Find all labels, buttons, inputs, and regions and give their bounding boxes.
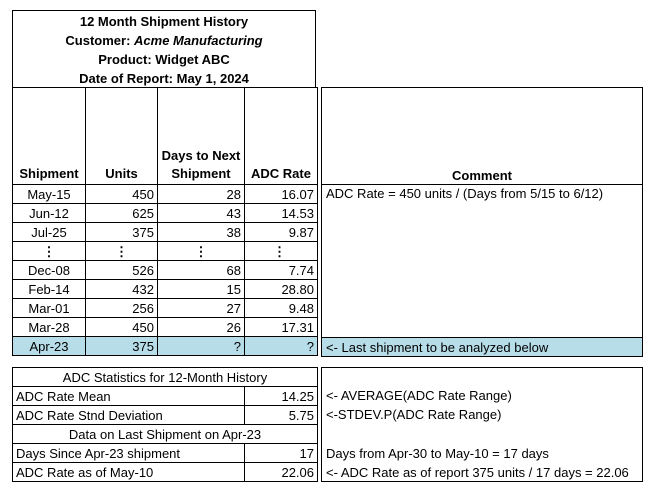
cell-shipment: Mar-28 — [12, 317, 86, 337]
cell-shipment: Apr-23 — [12, 336, 86, 356]
table-row: Jun-12 625 43 14.53 — [12, 203, 318, 223]
stats-row-rate-asof: ADC Rate as of May-10 22.06 — [12, 462, 319, 482]
cell-days: 15 — [157, 279, 245, 299]
report-header: 12 Month Shipment History Customer: Acme… — [12, 10, 316, 88]
cell-units: ⋮ — [85, 241, 158, 261]
cell-shipment: Jun-12 — [12, 203, 86, 223]
stats-row-days-since: Days Since Apr-23 shipment 17 — [12, 443, 319, 463]
days-since-value: 17 — [243, 443, 319, 463]
cell-shipment: Dec-08 — [12, 260, 86, 280]
table-header-row: Shipment Units Days to Next Shipment ADC … — [12, 87, 318, 185]
cell-days: 68 — [157, 260, 245, 280]
col-header-units: Units — [85, 87, 158, 185]
cell-units: 256 — [85, 298, 158, 318]
col-header-shipment: Shipment — [12, 87, 86, 185]
last-shipment-title: Data on Last Shipment on Apr-23 — [11, 424, 319, 444]
cell-adc: 9.48 — [244, 298, 318, 318]
stats-std-label: ADC Rate Stnd Deviation — [12, 405, 245, 425]
rate-asof-comment: <- ADC Rate as of report 375 units / 17 … — [326, 465, 629, 480]
table-row: May-15 450 28 16.07 — [12, 184, 318, 204]
product-line: Product: Widget ABC — [98, 52, 230, 67]
mean-comment: <- AVERAGE(ADC Rate Range) — [326, 388, 512, 403]
stats-comment-panel: <- AVERAGE(ADC Rate Range) <-STDEV.P(ADC… — [321, 367, 643, 482]
cell-days: ⋮ — [157, 241, 245, 261]
stats-mean-label: ADC Rate Mean — [12, 386, 245, 406]
cell-shipment: May-15 — [12, 184, 86, 204]
cell-units: 526 — [85, 260, 158, 280]
comment-first-row: ADC Rate = 450 units / (Days from 5/15 t… — [326, 186, 604, 201]
customer-line: Customer: Acme Manufacturing — [13, 31, 315, 50]
stats-title: ADC Statistics for 12-Month History — [11, 367, 319, 387]
cell-days: 26 — [157, 317, 245, 337]
cell-units: 375 — [85, 336, 158, 356]
cell-adc: 14.53 — [244, 203, 318, 223]
cell-shipment: ⋮ — [12, 241, 86, 261]
cell-units: 625 — [85, 203, 158, 223]
table-row: Feb-14 432 15 28.80 — [12, 279, 318, 299]
cell-shipment: Mar-01 — [12, 298, 86, 318]
cell-units: 450 — [85, 317, 158, 337]
rate-asof-label: ADC Rate as of May-10 — [12, 462, 245, 482]
comment-header: Comment — [452, 168, 512, 183]
table-row: Mar-28 450 26 17.31 — [12, 317, 318, 337]
std-comment: <-STDEV.P(ADC Rate Range) — [326, 407, 502, 422]
comment-panel: Comment ADC Rate = 450 units / (Days fro… — [321, 87, 643, 357]
cell-units: 375 — [85, 222, 158, 242]
cell-days: 38 — [157, 222, 245, 242]
cell-adc: 28.80 — [244, 279, 318, 299]
cell-adc: 7.74 — [244, 260, 318, 280]
cell-shipment: Jul-25 — [12, 222, 86, 242]
customer-label: Customer: — [65, 33, 135, 48]
report-date: Date of Report: May 1, 2024 — [79, 71, 249, 86]
cell-adc: ? — [244, 336, 318, 356]
comment-last-shipment: <- Last shipment to be analyzed below — [322, 337, 642, 356]
customer-name: Acme Manufacturing — [134, 33, 263, 48]
cell-days: 28 — [157, 184, 245, 204]
cell-adc: 17.31 — [244, 317, 318, 337]
cell-units: 450 — [85, 184, 158, 204]
table-row: Mar-01 256 27 9.48 — [12, 298, 318, 318]
stats-table: ADC Statistics for 12-Month History ADC … — [11, 367, 319, 482]
stats-std-value: 5.75 — [243, 405, 319, 425]
cell-units: 432 — [85, 279, 158, 299]
cell-adc: 16.07 — [244, 184, 318, 204]
stats-row-std: ADC Rate Stnd Deviation 5.75 — [12, 405, 319, 425]
table-row-last-shipment: Apr-23 375 ? ? — [12, 336, 318, 356]
rate-asof-value: 22.06 — [243, 462, 319, 482]
cell-shipment: Feb-14 — [12, 279, 86, 299]
table-row-ellipsis: ⋮ ⋮ ⋮ ⋮ — [12, 241, 318, 261]
days-since-label: Days Since Apr-23 shipment — [12, 443, 245, 463]
cell-adc: 9.87 — [244, 222, 318, 242]
cell-adc: ⋮ — [244, 241, 318, 261]
stats-mean-value: 14.25 — [243, 386, 319, 406]
cell-days: 27 — [157, 298, 245, 318]
col-header-adc-rate: ADC Rate — [244, 87, 318, 185]
cell-days: 43 — [157, 203, 245, 223]
cell-days: ? — [157, 336, 245, 356]
report-title: 12 Month Shipment History — [79, 14, 249, 29]
stats-row-mean: ADC Rate Mean 14.25 — [12, 386, 319, 406]
days-since-comment: Days from Apr-30 to May-10 = 17 days — [326, 446, 549, 461]
table-row: Jul-25 375 38 9.87 — [12, 222, 318, 242]
table-row: Dec-08 526 68 7.74 — [12, 260, 318, 280]
shipment-table: Shipment Units Days to Next Shipment ADC … — [12, 87, 318, 356]
col-header-days: Days to Next Shipment — [157, 87, 245, 185]
